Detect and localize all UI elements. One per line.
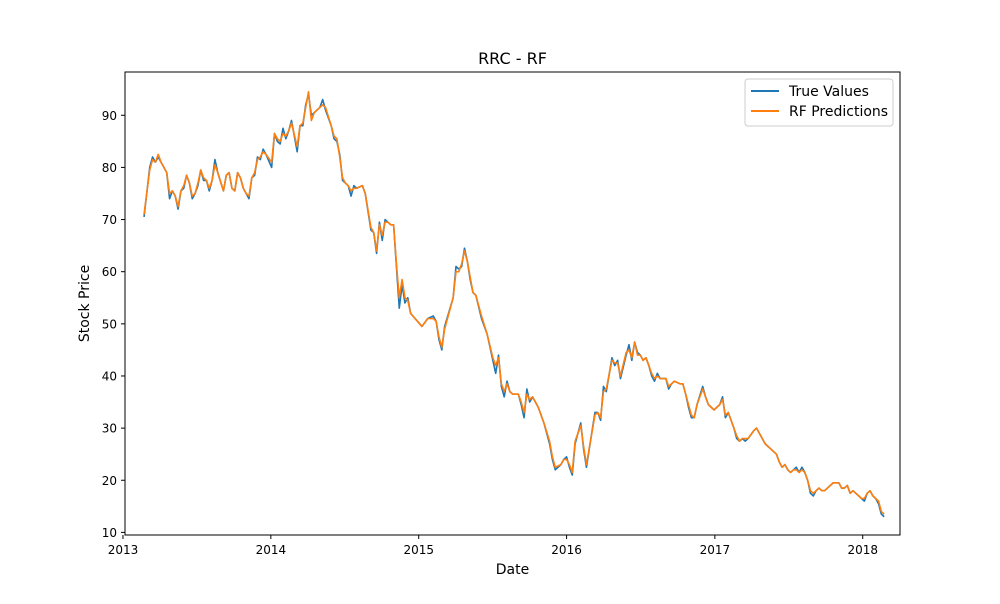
series-line-rf-predictions <box>143 91 885 515</box>
y-tick-label: 10 <box>102 526 117 540</box>
axis-ticks: 2013 2014 2015 2016 2017 2018 10 20 30 40 50 60 70 80… <box>102 109 878 557</box>
x-tick-label: 2017 <box>700 543 731 557</box>
legend: True Values RF Predictions <box>744 78 894 127</box>
y-tick-label: 60 <box>102 265 117 279</box>
y-tick-label: 80 <box>102 161 117 175</box>
legend-label-true-values: True Values <box>788 84 869 100</box>
plot-area <box>143 91 885 518</box>
x-tick-label: 2016 <box>551 543 582 557</box>
x-axis-label: Date <box>496 562 529 578</box>
x-tick-label: 2015 <box>403 543 434 557</box>
y-tick-label: 20 <box>102 474 117 488</box>
x-tick-label: 2013 <box>108 543 139 557</box>
legend-box <box>744 78 894 127</box>
y-tick-label: 90 <box>102 109 117 123</box>
y-axis-label: Stock Price <box>77 265 93 342</box>
plot-frame <box>124 71 901 536</box>
y-tick-label: 70 <box>102 213 117 227</box>
x-tick-label: 2014 <box>256 543 287 557</box>
y-tick-label: 40 <box>102 369 117 383</box>
chart-title: RRC - RF <box>478 49 547 68</box>
y-tick-label: 50 <box>102 317 117 331</box>
legend-label-rf-predictions: RF Predictions <box>789 104 888 120</box>
y-tick-label: 30 <box>102 422 117 436</box>
x-tick-label: 2018 <box>847 543 878 557</box>
